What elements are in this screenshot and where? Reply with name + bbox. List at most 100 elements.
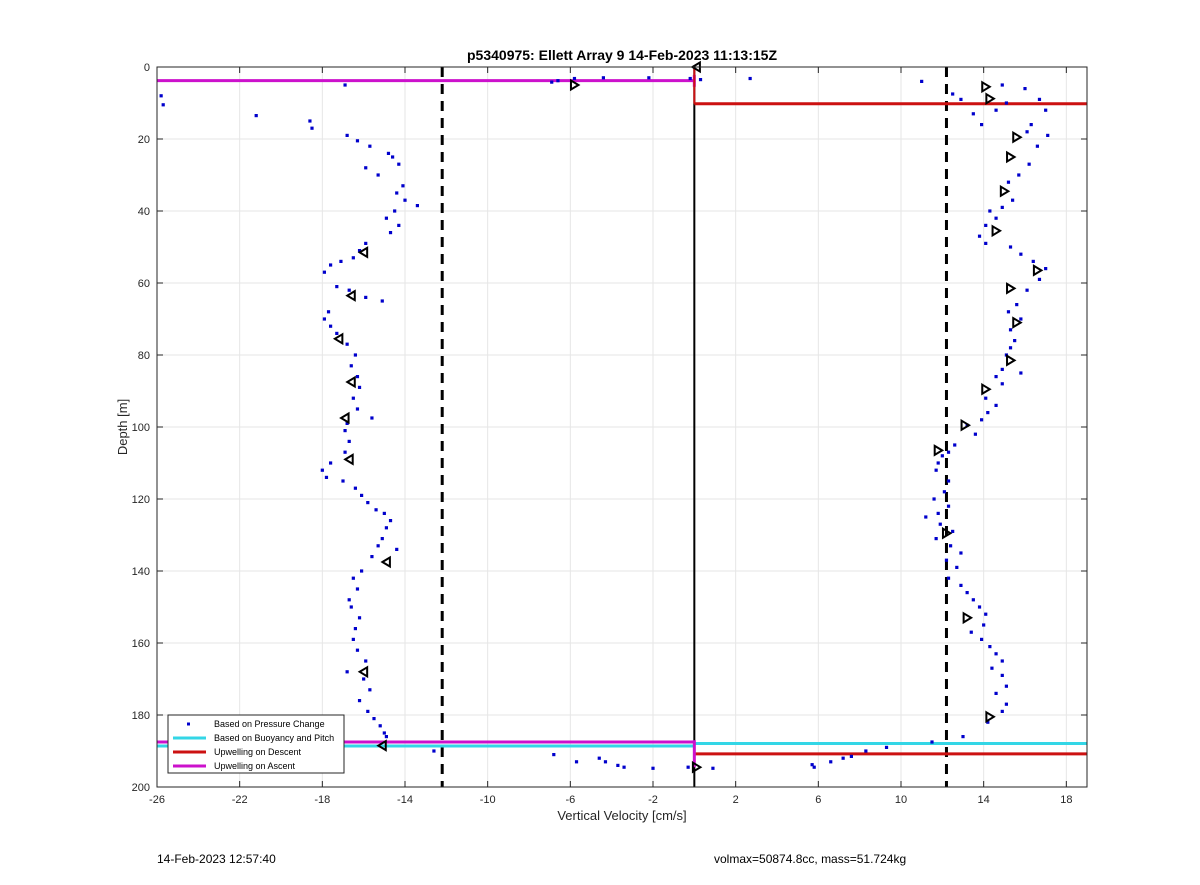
pressure-point <box>920 79 924 83</box>
pressure-point <box>1031 259 1035 263</box>
pressure-point <box>1023 87 1027 91</box>
pressure-point <box>347 439 351 443</box>
y-tick-label: 60 <box>138 278 150 290</box>
pressure-point <box>382 731 386 735</box>
pressure-point <box>930 740 934 744</box>
pressure-point <box>366 709 370 713</box>
pressure-point <box>360 493 364 497</box>
pressure-point <box>355 139 360 143</box>
legend-label: Based on Pressure Change <box>214 719 325 729</box>
pressure-point <box>378 724 382 728</box>
pressure-point <box>415 204 419 208</box>
ascent-marker <box>343 453 354 466</box>
pressure-point <box>1006 180 1011 184</box>
pressure-point <box>1015 303 1019 307</box>
pressure-point <box>364 241 368 245</box>
x-tick-label: -2 <box>648 794 658 806</box>
pressure-point <box>965 591 969 595</box>
pressure-point <box>711 766 715 770</box>
pressure-point <box>391 155 395 159</box>
pressure-point <box>349 605 353 609</box>
pressure-point <box>343 83 347 87</box>
pressure-point <box>1011 198 1015 202</box>
pressure-point <box>980 123 984 127</box>
pressure-point <box>938 522 942 526</box>
pressure-point <box>1004 702 1008 706</box>
pressure-point <box>353 353 357 357</box>
pressure-point <box>959 97 963 101</box>
pressure-point <box>1027 162 1031 166</box>
descent-marker <box>999 184 1011 198</box>
pressure-point <box>1019 371 1023 375</box>
pressure-point <box>597 756 601 760</box>
pressure-point <box>357 385 362 389</box>
pressure-point <box>366 501 370 505</box>
pressure-point <box>946 504 951 508</box>
descent-marker <box>1006 150 1017 164</box>
pressure-point <box>1019 252 1023 256</box>
pressure-point <box>936 461 940 465</box>
y-tick-label: 120 <box>132 494 150 506</box>
legend-label: Based on Buoyancy and Pitch <box>214 733 334 743</box>
pressure-point <box>329 263 333 267</box>
descent-marker <box>941 526 953 540</box>
pressure-point <box>1013 339 1017 343</box>
pressure-point <box>994 652 998 656</box>
pressure-point <box>990 666 994 670</box>
pressure-point <box>810 763 814 767</box>
ascent-marker <box>339 411 350 425</box>
descent-marker <box>569 78 581 92</box>
pressure-point <box>351 256 355 260</box>
pressure-point <box>994 403 998 407</box>
ascent-marker <box>357 246 369 259</box>
pressure-point <box>1008 328 1013 332</box>
pressure-point <box>382 511 386 515</box>
pressure-point <box>349 364 353 368</box>
pressure-point <box>345 421 349 425</box>
pressure-point <box>556 79 560 83</box>
descent-marker <box>985 710 996 724</box>
pressure-point <box>977 605 982 609</box>
pressure-point <box>159 94 163 98</box>
pressure-point <box>1029 123 1033 127</box>
legend-label: Upwelling on Ascent <box>214 761 296 771</box>
pressure-point <box>355 407 360 411</box>
pressure-point <box>368 688 372 692</box>
descent-marker <box>1006 354 1017 367</box>
pressure-point <box>351 637 355 641</box>
pressure-point <box>1025 130 1029 134</box>
descent-marker <box>933 444 945 457</box>
pressure-point <box>161 103 165 107</box>
pressure-point <box>397 223 401 227</box>
pressure-point <box>360 569 364 573</box>
pressure-point <box>320 468 324 472</box>
x-axis-label: Vertical Velocity [cm/s] <box>557 808 686 823</box>
pressure-point <box>368 144 372 148</box>
pressure-point <box>1000 673 1004 677</box>
pressure-point <box>347 288 351 292</box>
chart-title: p5340975: Ellett Array 9 14-Feb-2023 11:… <box>467 47 777 63</box>
pressure-point <box>1019 317 1023 321</box>
y-tick-label: 0 <box>144 62 150 74</box>
pressure-point <box>380 537 384 541</box>
x-tick-label: 18 <box>1060 794 1072 806</box>
pressure-point <box>994 691 998 695</box>
pressure-point <box>980 418 984 422</box>
ascent-marker <box>376 739 387 752</box>
pressure-point <box>984 241 988 245</box>
pressure-point <box>688 76 692 81</box>
pressure-point <box>388 231 393 235</box>
pressure-point <box>351 576 355 580</box>
pressure-point <box>401 184 405 188</box>
descent-marker <box>991 224 1003 238</box>
x-tick-label: 2 <box>733 794 739 806</box>
pressure-point <box>343 450 347 454</box>
pressure-point <box>347 598 351 602</box>
pressure-point <box>984 223 988 227</box>
pressure-point <box>959 583 963 587</box>
pressure-point <box>1004 101 1008 105</box>
pressure-point <box>364 659 368 663</box>
pressure-point <box>1017 173 1021 177</box>
pressure-point <box>343 429 347 433</box>
pressure-point <box>1037 97 1042 101</box>
